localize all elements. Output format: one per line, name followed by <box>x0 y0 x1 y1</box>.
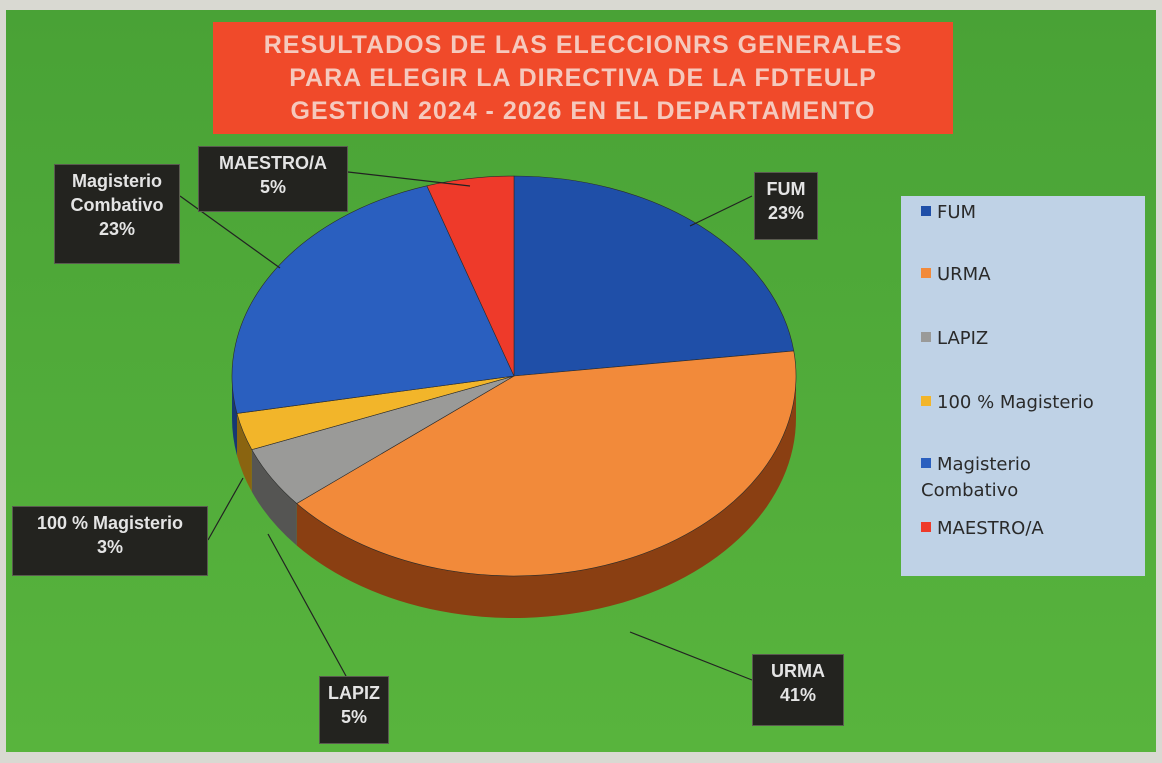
legend-item-magisterio-combativo: Magisterio Combativo <box>921 452 1081 504</box>
legend-item-fum: FUM <box>921 200 976 226</box>
data-label-magisterio-combativo-name-1: Magisterio <box>71 171 163 191</box>
legend-swatch-fum <box>921 206 931 216</box>
data-label-maestro-a: MAESTRO/A 5% <box>198 146 348 212</box>
legend-item-lapiz: LAPIZ <box>921 326 988 352</box>
data-label-fum-name: FUM <box>766 179 806 199</box>
legend-swatch-lapiz <box>921 332 931 342</box>
data-label-urma-name: URMA <box>771 661 825 681</box>
data-label-100-magisterio-value: 3% <box>96 537 123 557</box>
leader-line-urma <box>629 631 753 681</box>
pie-slice-fum <box>513 175 795 377</box>
data-label-fum: FUM 23% <box>754 172 818 240</box>
leader-line-maestro-a <box>347 171 471 187</box>
leader-line-100-magisterio <box>207 477 244 541</box>
legend-label-urma: URMA <box>937 264 991 285</box>
legend-item-maestro-a: MAESTRO/A <box>921 516 1044 542</box>
data-label-100-magisterio: 100 % Magisterio 3% <box>12 506 208 576</box>
leader-line-fum <box>689 195 753 227</box>
pie-slice-side-lapiz <box>251 449 297 546</box>
pie-slice-magisterio-combativo <box>231 185 515 414</box>
legend-swatch-maestro-a <box>921 522 931 532</box>
data-label-maestro-a-value: 5% <box>259 177 286 197</box>
legend: FUM URMA LAPIZ 100 % Magisterio Magister… <box>901 196 1145 576</box>
pie-slice-urma <box>296 350 797 577</box>
pie-slice-side-urma <box>296 376 796 618</box>
data-label-maestro-a-name: MAESTRO/A <box>219 153 327 173</box>
legend-item-urma: URMA <box>921 262 991 288</box>
data-label-lapiz: LAPIZ 5% <box>319 676 389 744</box>
legend-swatch-urma <box>921 268 931 278</box>
data-label-urma-value: 41% <box>779 685 817 705</box>
legend-label-lapiz: LAPIZ <box>937 328 989 349</box>
legend-label-fum: FUM <box>937 202 977 223</box>
pie-slice-maestro-a <box>426 175 515 377</box>
chart-title: RESULTADOS DE LAS ELECCIONRS GENERALES P… <box>213 22 953 134</box>
data-label-lapiz-value: 5% <box>340 707 367 727</box>
leader-line-lapiz <box>267 533 347 677</box>
legend-label-magisterio-combativo: Magisterio Combativo <box>921 454 1031 501</box>
chart-title-line-3: GESTION 2024 - 2026 EN EL DEPARTAMENTO <box>290 96 876 125</box>
data-label-lapiz-name: LAPIZ <box>328 683 380 703</box>
chart-title-line-1: RESULTADOS DE LAS ELECCIONRS GENERALES <box>263 30 903 59</box>
chart-title-line-2: PARA ELEGIR LA DIRECTIVA DE LA FDTEULP <box>289 63 877 92</box>
legend-swatch-magisterio-combativo <box>921 458 931 468</box>
data-label-100-magisterio-name: 100 % Magisterio <box>36 513 184 533</box>
legend-label-maestro-a: MAESTRO/A <box>937 518 1044 539</box>
legend-item-100-magisterio: 100 % Magisterio <box>921 390 1094 416</box>
data-label-fum-value: 23% <box>767 203 805 223</box>
legend-label-100-magisterio: 100 % Magisterio <box>937 392 1094 413</box>
pie-slice-side-100-magisterio <box>236 413 252 492</box>
data-label-magisterio-combativo-name-2: Combativo <box>70 195 164 215</box>
leader-line-magisterio-combativo <box>179 195 281 269</box>
data-label-magisterio-combativo: Magisterio Combativo 23% <box>54 164 180 264</box>
data-label-magisterio-combativo-value: 23% <box>98 219 136 239</box>
data-label-urma: URMA 41% <box>752 654 844 726</box>
legend-swatch-100-magisterio <box>921 396 931 406</box>
